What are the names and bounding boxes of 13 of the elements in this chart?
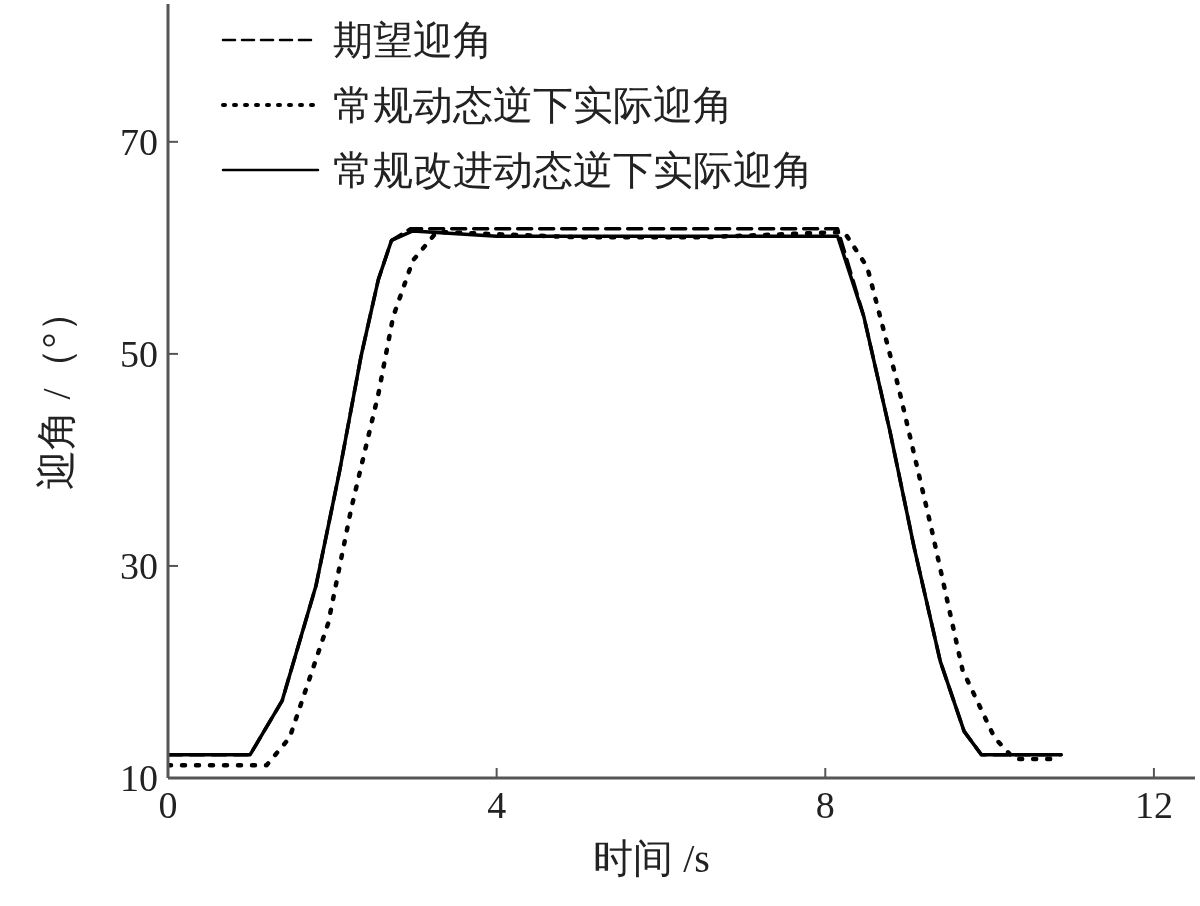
y-tick-label: 50 [120,332,158,375]
legend-label: 常规动态逆下实际迎角 [333,83,733,128]
legend-label: 期望迎角 [333,18,493,63]
legend-label: 常规改进动态逆下实际迎角 [333,148,813,193]
y-tick-label: 10 [120,757,158,799]
y-tick-label: 70 [120,120,158,163]
y-tick-label: 30 [120,544,158,587]
x-tick-label: 4 [487,784,507,826]
x-tick-label: 12 [1134,784,1173,826]
x-tick-label: 8 [815,784,835,826]
y-axis-title: 迎角 /（°） [34,292,79,490]
x-tick-label: 0 [158,784,178,826]
x-axis-title: 时间 /s [593,836,710,881]
